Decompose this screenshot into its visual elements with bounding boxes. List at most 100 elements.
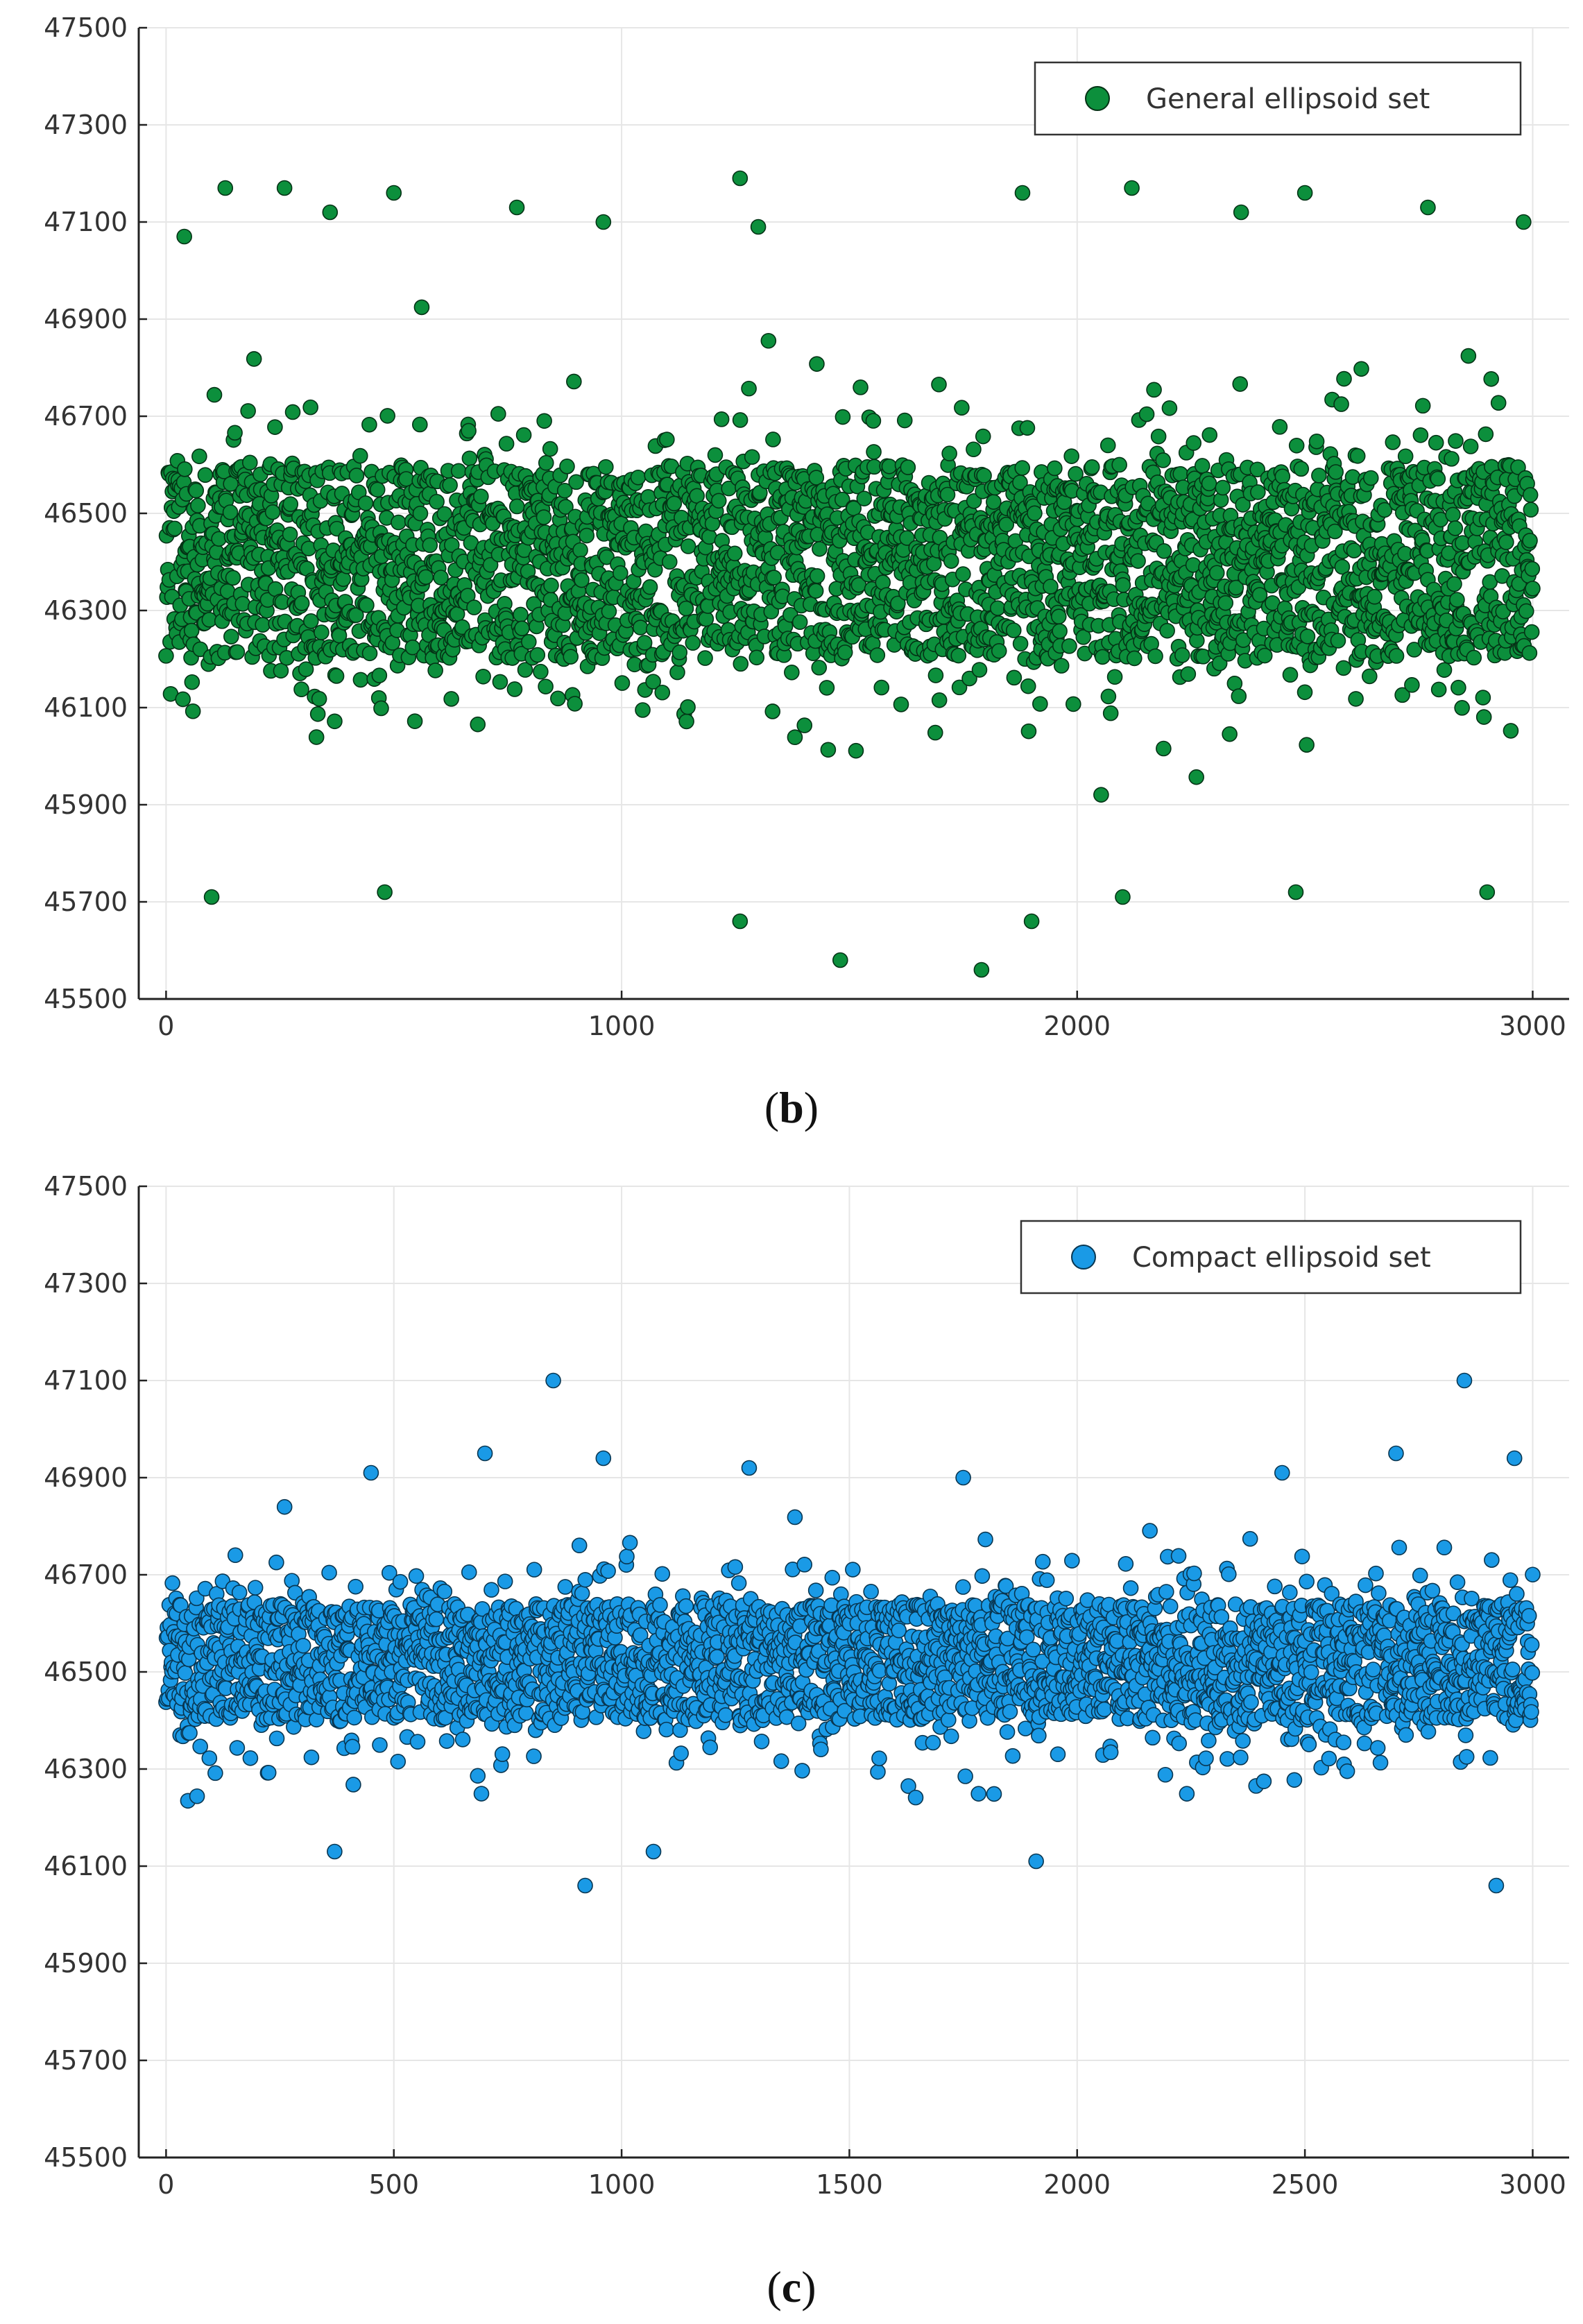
chart-c-point xyxy=(408,1568,425,1584)
chart-c-point xyxy=(727,1559,744,1575)
chart-b-point xyxy=(1012,635,1029,652)
chart-b-point xyxy=(1047,460,1063,477)
chart-c-point xyxy=(571,1537,588,1554)
chart-b-outlier-point xyxy=(386,185,402,201)
chart-b-point xyxy=(900,459,916,475)
chart-b-point xyxy=(1102,705,1119,721)
chart-b-point xyxy=(678,713,694,730)
chart-b-point xyxy=(373,700,389,717)
chart-b-point xyxy=(1346,542,1362,558)
chart-b-xtick-label: 2000 xyxy=(1043,1011,1111,1041)
chart-b-point xyxy=(190,497,206,514)
caption-b-letter: b xyxy=(779,1083,804,1132)
chart-b-point xyxy=(819,680,835,696)
chart-b-outlier-point xyxy=(1115,889,1131,905)
chart-c-point xyxy=(787,1509,803,1526)
chart-b-point xyxy=(379,408,395,424)
chart-b-point xyxy=(1299,629,1316,644)
chart-b-point xyxy=(1052,623,1068,640)
chart-b-point xyxy=(422,537,438,554)
chart-c-point xyxy=(164,1575,180,1591)
chart-b-outlier-point xyxy=(1233,204,1249,221)
chart-b-ytick-label: 46700 xyxy=(44,401,128,432)
chart-c-point xyxy=(494,1746,511,1762)
chart-b-xtick-label: 0 xyxy=(157,1011,174,1041)
chart-b-outlier-point xyxy=(508,199,525,216)
chart-b-point xyxy=(475,668,491,685)
chart-c-point xyxy=(702,1739,719,1756)
chart-b-point xyxy=(941,445,957,462)
chart-b-point xyxy=(931,692,948,708)
chart-b-point xyxy=(311,691,327,707)
chart-c-point xyxy=(295,1637,311,1654)
chart-b-point xyxy=(1522,487,1539,503)
chart-b-point xyxy=(466,599,482,615)
chart-b-point xyxy=(881,458,898,475)
chart-b-point xyxy=(989,600,1006,617)
chart-b-point xyxy=(1348,691,1364,707)
chart-b-point xyxy=(1503,723,1519,739)
chart-b-point xyxy=(1020,678,1036,694)
chart-b-outlier-point xyxy=(1516,214,1532,230)
chart-b-point xyxy=(492,674,508,690)
chart-panel-c: 45500 45700 45900 46100 46300 46500 46700 46900… xyxy=(0,1152,1583,2324)
chart-b-point xyxy=(536,509,552,525)
chart-b-point xyxy=(680,699,696,715)
chart-b-point xyxy=(454,619,470,635)
chart-b-point xyxy=(1130,553,1146,569)
chart-c-point xyxy=(438,1733,455,1749)
chart-b-point xyxy=(671,644,688,660)
chart-b-point xyxy=(680,538,696,554)
chart-b-point xyxy=(407,713,423,729)
chart-b-legend-marker xyxy=(1085,86,1110,111)
chart-b-point xyxy=(391,514,407,531)
chart-b-point xyxy=(357,495,374,511)
chart-b-point xyxy=(1020,723,1037,740)
chart-b-point xyxy=(1444,451,1460,467)
chart-b-point xyxy=(1454,700,1470,716)
chart-b-point xyxy=(1232,376,1249,392)
chart-b-point xyxy=(443,691,459,707)
chart-b-point xyxy=(1478,426,1494,443)
chart-c-point xyxy=(970,1786,986,1802)
chart-b-point xyxy=(1428,434,1444,451)
chart-b-point xyxy=(678,600,694,617)
chart-b-point xyxy=(893,697,909,712)
chart-c-point xyxy=(348,1578,363,1595)
chart-b-point xyxy=(1172,465,1188,482)
chart-b-point xyxy=(361,416,377,433)
chart-b-ytick-label: 45900 xyxy=(44,789,128,820)
chart-b-point xyxy=(443,537,460,553)
chart-b-point xyxy=(765,432,781,447)
chart-c-point xyxy=(346,1709,363,1726)
chart-b-point xyxy=(273,663,289,679)
chart-b-point xyxy=(1412,427,1429,443)
chart-b-point xyxy=(542,441,558,457)
chart-b-point xyxy=(837,644,853,660)
chart-c-point xyxy=(321,1564,337,1581)
chart-b-point xyxy=(211,531,227,547)
chart-b-point xyxy=(1106,669,1123,685)
chart-c-point xyxy=(891,1622,907,1639)
chart-b-point xyxy=(302,399,318,416)
chart-b-point xyxy=(614,675,631,691)
chart-b-outlier-point xyxy=(1420,199,1436,216)
chart-b-outlier-point xyxy=(750,219,767,235)
chart-c-point xyxy=(436,1583,453,1600)
chart-b-point xyxy=(1436,662,1453,678)
chart-c-point xyxy=(454,1732,471,1748)
chart-b-point xyxy=(166,520,183,537)
chart-c-point xyxy=(428,1611,445,1627)
chart-c-point xyxy=(268,1554,284,1571)
chart-b-point xyxy=(520,633,537,650)
chart-b-point xyxy=(1222,726,1238,742)
chart-b-point xyxy=(1186,435,1202,451)
chart-c-point xyxy=(635,1723,652,1739)
chart-c-point xyxy=(372,1737,388,1753)
chart-b-point xyxy=(550,690,566,707)
chart-b-point xyxy=(1362,470,1379,486)
chart-b-point xyxy=(1138,406,1155,422)
chart-b-point xyxy=(796,717,813,733)
chart-c-point xyxy=(730,1575,747,1591)
chart-b-point xyxy=(314,624,330,640)
